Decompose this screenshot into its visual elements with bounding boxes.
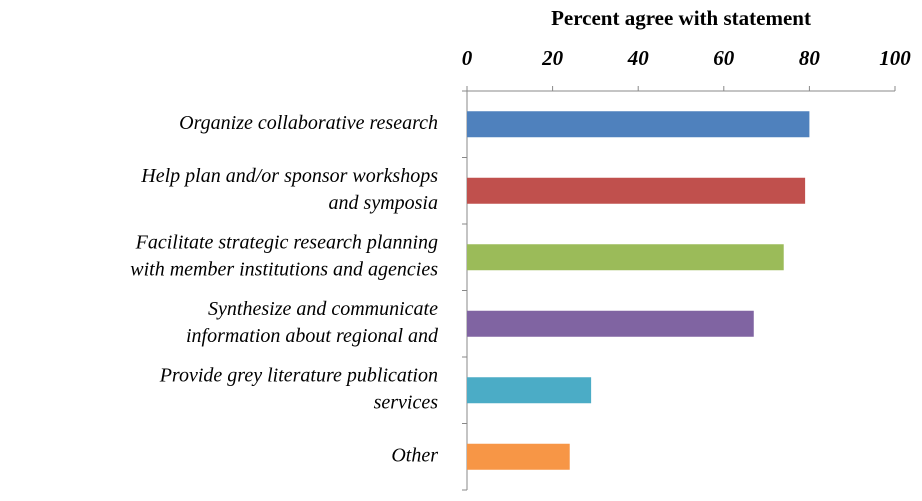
y-tick-label: Organize collaborative research [179,112,438,134]
y-tick-label: services [374,391,439,413]
chart-title: Percent agree with statement [551,6,811,30]
y-tick-label: and symposia [329,192,438,214]
bar [467,377,592,404]
x-tick-label: 20 [541,46,564,70]
x-tick-label: 60 [713,46,735,70]
bar [467,310,754,337]
bar [467,443,570,470]
y-tick-label: Provide grey literature publication [159,364,438,386]
bar [467,177,806,204]
y-tick-label: Help plan and/or sponsor workshops [140,165,438,187]
y-tick-label: information about regional and [186,325,439,347]
x-tick-label: 80 [799,46,821,70]
x-tick-label: 0 [462,46,473,70]
bar [467,244,784,271]
y-tick-label: Synthesize and communicate [208,298,438,320]
x-tick-label: 40 [627,46,650,70]
y-tick-label: with member institutions and agencies [130,258,438,280]
bar [467,111,810,138]
y-tick-label: Facilitate strategic research planning [135,231,438,253]
x-tick-label: 100 [879,46,911,70]
y-tick-label: Other [391,444,438,466]
